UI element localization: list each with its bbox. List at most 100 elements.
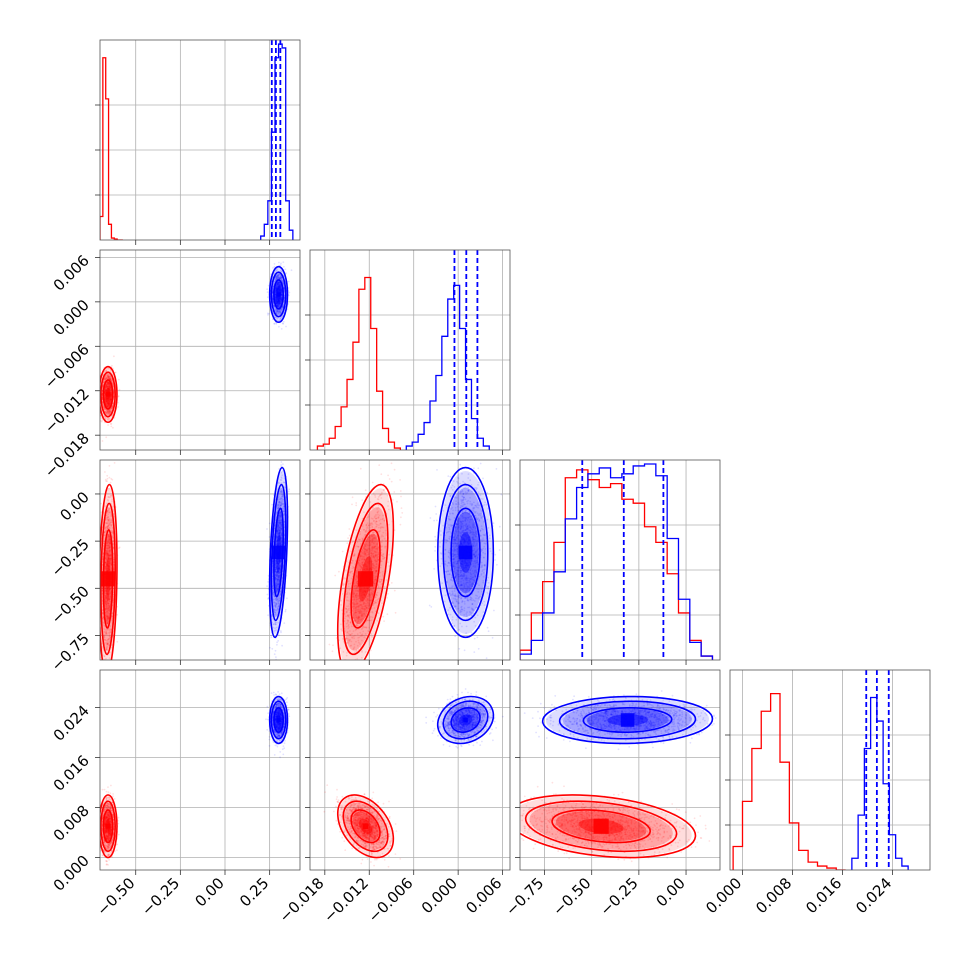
scatter-point — [290, 269, 293, 272]
scatter-point — [275, 286, 278, 289]
scatter-point — [281, 322, 284, 325]
scatter-point — [277, 301, 279, 303]
scatter-point — [109, 401, 111, 404]
scatter-point — [107, 398, 110, 401]
scatter-point — [107, 385, 110, 388]
scatter-point — [275, 296, 278, 299]
scatter-point — [109, 402, 111, 405]
scatter-point — [108, 399, 110, 402]
scatter-point — [104, 664, 106, 666]
scatter-point — [279, 286, 281, 289]
scatter-point — [277, 296, 279, 299]
scatter-point — [276, 278, 278, 280]
scatter-point — [108, 388, 110, 391]
scatter-point — [107, 402, 110, 405]
scatter-point — [105, 388, 108, 390]
scatter-point — [107, 375, 110, 378]
scatter-point — [280, 297, 282, 299]
scatter-point — [111, 703, 113, 705]
scatter-point — [106, 405, 108, 407]
scatter-point — [106, 402, 109, 405]
scatter-point — [274, 294, 277, 297]
scatter-point — [106, 405, 108, 407]
scatter-point — [284, 610, 287, 613]
scatter-point — [107, 402, 110, 405]
scatter-point — [110, 393, 112, 396]
scatter-point — [277, 288, 280, 291]
scatter-point — [277, 286, 280, 288]
scatter-point — [268, 312, 270, 315]
scatter-point — [106, 405, 109, 408]
scatter-point — [286, 308, 289, 311]
scatter-point — [277, 287, 280, 290]
scatter-point — [277, 286, 280, 289]
scatter-point — [110, 396, 112, 399]
scatter-point — [277, 299, 280, 302]
scatter-point — [107, 401, 110, 403]
scatter-point — [109, 387, 112, 389]
scatter-point — [108, 412, 110, 415]
scatter-point — [278, 273, 280, 275]
scatter-point — [275, 302, 278, 304]
scatter-point — [268, 522, 271, 525]
scatter-point — [107, 401, 110, 404]
scatter-point — [108, 402, 111, 405]
scatter-point — [280, 297, 282, 300]
scatter-point — [282, 305, 284, 308]
scatter-point — [278, 312, 280, 314]
scatter-point — [276, 282, 278, 285]
scatter-point — [107, 401, 110, 404]
scatter-point — [107, 375, 110, 377]
scatter-point — [108, 388, 110, 390]
scatter-point — [276, 302, 279, 304]
scatter-point — [107, 410, 110, 413]
scatter-point — [266, 288, 268, 291]
scatter-point — [277, 299, 280, 302]
scatter-point — [278, 288, 280, 290]
scatter-point — [276, 301, 279, 303]
scatter-point — [276, 274, 279, 277]
y-tick-label: −0.018 — [41, 429, 93, 481]
scatter-point — [275, 298, 277, 301]
scatter-point — [277, 289, 280, 292]
scatter-point — [108, 387, 111, 390]
scatter-point — [108, 383, 111, 385]
scatter-point — [276, 299, 278, 302]
scatter-point — [108, 674, 110, 676]
scatter-point — [280, 328, 283, 330]
scatter-point — [110, 377, 112, 379]
scatter-point — [276, 300, 279, 303]
scatter-point — [275, 284, 278, 287]
scatter-point — [107, 400, 110, 402]
scatter-point — [274, 297, 277, 300]
scatter-point — [280, 288, 283, 291]
scatter-point — [278, 303, 281, 306]
scatter-point — [104, 388, 107, 391]
scatter-point — [277, 298, 280, 301]
scatter-point — [275, 303, 278, 305]
scatter-point — [279, 285, 282, 288]
scatter-point — [109, 386, 111, 388]
scatter-point — [279, 310, 281, 313]
scatter-point — [278, 302, 280, 305]
scatter-point — [278, 300, 281, 302]
scatter-point — [276, 317, 279, 320]
scatter-point — [109, 399, 111, 402]
scatter-point — [106, 397, 108, 399]
scatter-point — [269, 646, 271, 649]
scatter-point — [276, 302, 279, 305]
scatter-point — [266, 528, 268, 530]
scatter-point — [277, 274, 280, 277]
scatter-point — [106, 398, 108, 401]
scatter-point — [277, 273, 280, 276]
scatter-point — [108, 705, 110, 707]
scatter-point — [278, 288, 281, 290]
scatter-point — [104, 398, 107, 400]
scatter-point — [110, 396, 112, 399]
scatter-point — [279, 296, 282, 299]
scatter-point — [279, 286, 282, 288]
scatter-point — [279, 285, 281, 288]
scatter-point — [107, 390, 110, 393]
scatter-point — [276, 304, 279, 307]
scatter-point — [106, 367, 108, 370]
